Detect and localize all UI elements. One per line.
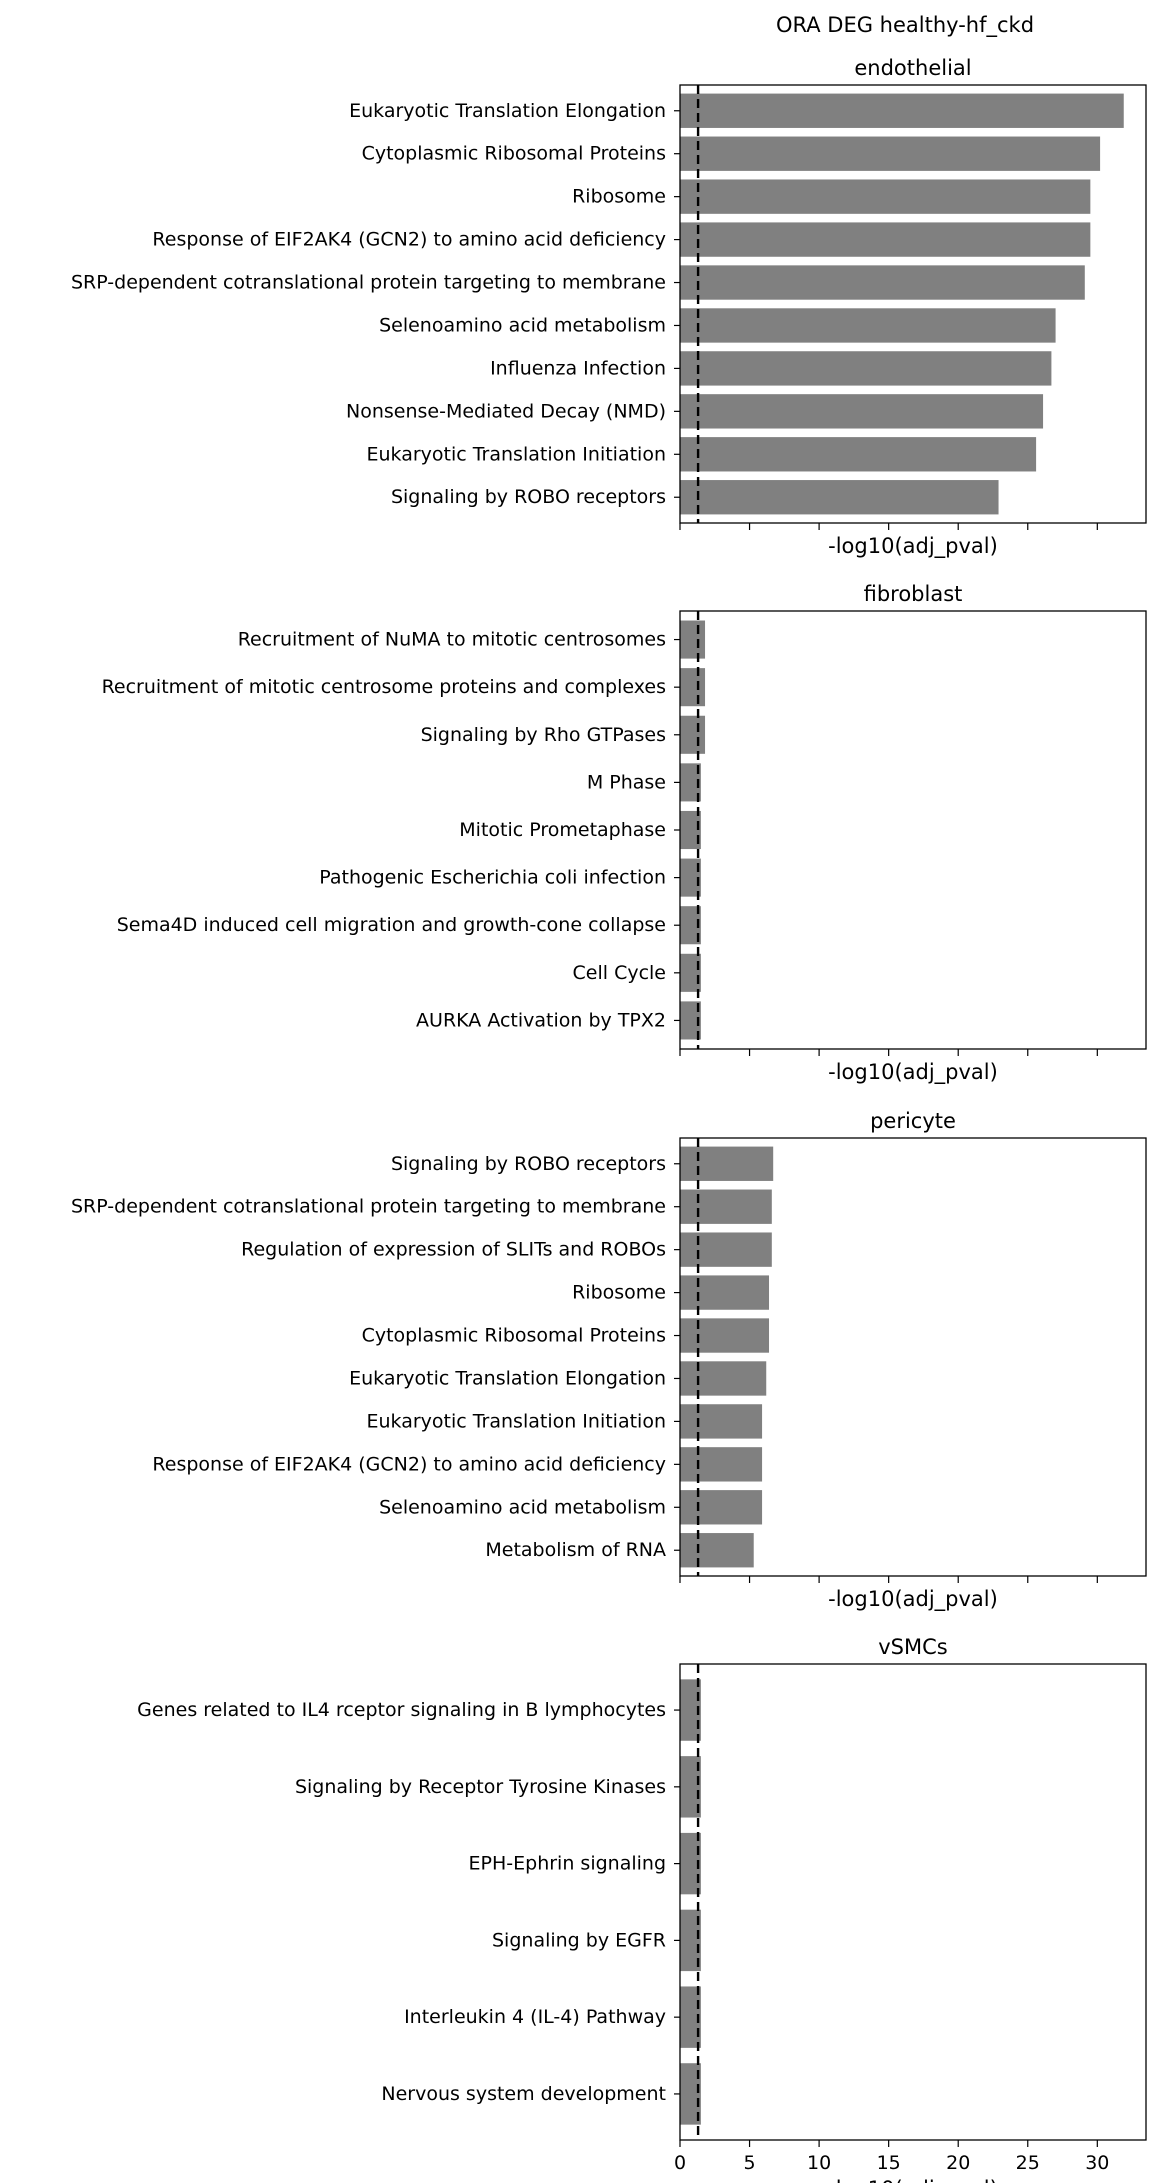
category-label: Selenoamino acid metabolism [379, 314, 666, 336]
bar [680, 1533, 754, 1568]
bar [680, 1001, 701, 1040]
category-label: Pathogenic Escherichia coli infection [319, 867, 666, 889]
category-label: Mitotic Prometaphase [459, 819, 666, 841]
category-label: Signaling by ROBO receptors [391, 486, 666, 508]
x-tick-label: 0 [674, 2152, 686, 2174]
category-label: AURKA Activation by TPX2 [416, 1009, 666, 1031]
figure-title: ORA DEG healthy-hf_ckd [776, 13, 1034, 38]
category-label: Influenza Infection [490, 357, 666, 379]
x-tick-label: 15 [877, 2152, 901, 2174]
axes-frame [679, 610, 1147, 1050]
axes-frame [679, 1663, 1147, 2141]
category-label: Response of EIF2AK4 (GCN2) to amino acid… [152, 229, 666, 251]
bar [680, 1909, 701, 1972]
category-label: Sema4D induced cell migration and growth… [117, 914, 666, 936]
x-tick-label: 5 [744, 2152, 756, 2174]
x-axis-label: -log10(adj_pval) [828, 1060, 998, 1085]
bar [680, 953, 701, 992]
x-axis-label: -log10(adj_pval) [828, 534, 998, 559]
panel-pericyte: pericyte Signaling by ROBO receptors SRP-d… [71, 1109, 1147, 1612]
bar [680, 265, 1085, 300]
category-label: Cytoplasmic Ribosomal Proteins [362, 1325, 666, 1347]
x-tick-label: 30 [1085, 2152, 1109, 2174]
bar [680, 1404, 763, 1439]
bar [680, 480, 999, 515]
category-label: Regulation of expression of SLITs and RO… [241, 1239, 666, 1261]
bar [680, 222, 1091, 257]
bar [680, 858, 701, 897]
category-label: Metabolism of RNA [485, 1539, 666, 1561]
category-label: Nervous system development [381, 2083, 666, 2105]
category-label: Genes related to IL4 rceptor signaling i… [137, 1699, 666, 1721]
bar [680, 351, 1052, 386]
category-label: M Phase [587, 771, 666, 793]
category-label: Selenoamino acid metabolism [379, 1496, 666, 1518]
x-tick-label: 10 [807, 2152, 831, 2174]
bar [680, 1318, 770, 1353]
bar [680, 1679, 701, 1741]
category-label: Ribosome [572, 1282, 666, 1304]
bar [680, 1189, 772, 1224]
category-label: Eukaryotic Translation Initiation [366, 443, 666, 465]
bar [680, 1275, 770, 1310]
panel-fibroblast: fibroblast Recruitment of NuMA to mitotic… [102, 582, 1147, 1085]
category-label: Recruitment of NuMA to mitotic centrosom… [238, 629, 666, 651]
bar [680, 715, 706, 754]
bar [680, 906, 701, 945]
category-label: Signaling by EGFR [492, 1929, 666, 1951]
axes-frame [679, 84, 1147, 524]
category-label: Signaling by ROBO receptors [391, 1153, 666, 1175]
panel-title: pericyte [870, 1109, 956, 1133]
x-tick-label: 20 [946, 2152, 970, 2174]
bar [680, 136, 1101, 171]
category-label: Eukaryotic Translation Initiation [366, 1410, 666, 1432]
category-label: Nonsense-Mediated Decay (NMD) [346, 400, 666, 422]
category-label: EPH-Ephrin signaling [469, 1853, 666, 1875]
axes-frame [679, 1137, 1147, 1577]
category-label: Cytoplasmic Ribosomal Proteins [362, 143, 666, 165]
bar [680, 1832, 701, 1895]
bar [680, 1232, 772, 1267]
bar [680, 1447, 763, 1482]
bar [680, 668, 706, 707]
category-label: Signaling by Rho GTPases [421, 724, 666, 746]
panel-vsmcs: vSMCs Genes related to IL4 rceptor signal… [137, 1635, 1147, 2183]
bar [680, 763, 701, 802]
bar [680, 394, 1044, 429]
category-label: SRP-dependent cotranslational protein ta… [71, 272, 666, 294]
panel-title: vSMCs [878, 1635, 947, 1659]
bar [680, 1490, 763, 1525]
bar [680, 308, 1056, 343]
bar [680, 1146, 774, 1181]
category-label: Cell Cycle [573, 962, 666, 984]
bar [680, 93, 1124, 128]
bar [680, 810, 701, 850]
category-label: SRP-dependent cotranslational protein ta… [71, 1196, 666, 1218]
bar [680, 620, 706, 659]
category-label: Signaling by Receptor Tyrosine Kinases [295, 1776, 666, 1798]
category-label: Eukaryotic Translation Elongation [349, 100, 666, 122]
bar [680, 2063, 701, 2125]
bar [680, 1986, 701, 2048]
panel-title: endothelial [854, 56, 971, 80]
category-label: Interleukin 4 (IL-4) Pathway [404, 2006, 666, 2028]
bar [680, 179, 1091, 214]
bar [680, 437, 1037, 472]
x-axis-label: -log10(adj_pval) [828, 1587, 998, 1612]
category-label: Recruitment of mitotic centrosome protei… [102, 676, 666, 698]
bar [680, 1756, 701, 1818]
category-label: Eukaryotic Translation Elongation [349, 1367, 666, 1389]
category-label: Response of EIF2AK4 (GCN2) to amino acid… [152, 1453, 666, 1475]
x-axis-label: -log10(adj_pval) [828, 2177, 998, 2183]
category-label: Ribosome [572, 186, 666, 208]
bar [680, 1361, 767, 1396]
x-tick-label: 25 [1016, 2152, 1040, 2174]
panel-endothelial: endothelial Eukaryotic Translation Elonga… [71, 56, 1147, 559]
panel-title: fibroblast [864, 582, 963, 606]
